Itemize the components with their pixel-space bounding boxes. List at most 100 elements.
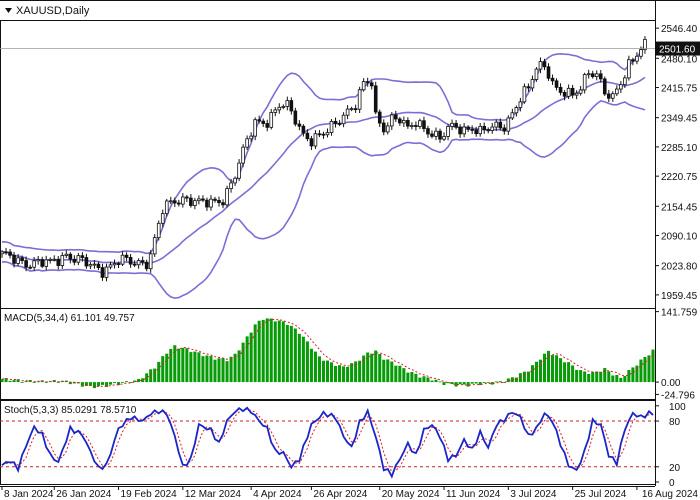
macd-bar — [406, 372, 410, 383]
candle-body — [450, 122, 454, 127]
candle-body — [438, 130, 442, 140]
macd-bar — [305, 341, 309, 383]
candle-body — [385, 125, 390, 133]
macd-bar — [426, 377, 430, 383]
candle-body — [470, 128, 474, 131]
candle-body — [269, 112, 274, 128]
macd-bar — [526, 371, 530, 383]
macd-bar — [4, 378, 8, 383]
macd-bar — [450, 382, 454, 384]
candle-body — [434, 130, 438, 137]
candle-body — [514, 107, 519, 114]
macd-bar — [599, 371, 603, 383]
candle-body — [510, 112, 515, 119]
candle-body — [68, 253, 73, 260]
candle-body — [631, 59, 635, 62]
candle-body — [353, 108, 358, 111]
macd-bar — [522, 371, 526, 383]
macd-bar — [434, 379, 438, 383]
candle-body — [148, 253, 153, 270]
macd-bar — [197, 352, 201, 383]
macd-bar — [498, 381, 502, 383]
macd-bar — [301, 336, 305, 383]
candle-body — [152, 237, 157, 255]
time-tick-label: 25 Jul 2024 — [575, 489, 627, 500]
candle-body — [333, 120, 338, 124]
candle-body — [108, 264, 113, 268]
macd-bar — [514, 377, 518, 383]
candle-body — [197, 198, 201, 202]
candle-body — [24, 260, 28, 268]
macd-bar — [334, 366, 338, 383]
macd-bar — [104, 382, 109, 387]
price-tick-label: 2546.40 — [661, 24, 698, 35]
macd-bar — [486, 382, 490, 383]
candle-body — [181, 196, 185, 205]
macd-bar — [555, 355, 559, 383]
time-tick-label: 26 Jan 2024 — [56, 489, 111, 500]
axes: 2546.40 2480.10 2415.75 2349.45 2285.10 2220.… — [0, 24, 698, 500]
bollinger-lower — [2, 100, 646, 299]
candle-body — [623, 77, 627, 86]
time-tick-label: 12 Mar 2024 — [185, 489, 242, 500]
candle-body — [373, 85, 378, 113]
macd-bar — [607, 371, 611, 383]
candle-body — [301, 125, 306, 134]
macd-bar — [285, 324, 289, 383]
candle-body — [313, 133, 318, 147]
time-tick-label: 16 Aug 2024 — [642, 489, 699, 500]
candle-body — [586, 73, 591, 76]
macd-bar — [221, 358, 225, 383]
macd-bar — [229, 356, 233, 383]
macd-bar — [165, 353, 169, 383]
candle-body — [570, 87, 575, 96]
candle-body — [619, 84, 623, 90]
candle-body — [474, 129, 478, 135]
macd-bar — [193, 351, 197, 383]
candle-body — [530, 79, 535, 89]
time-tick-label: 8 Jan 2024 — [4, 489, 54, 500]
macd-bar — [603, 368, 607, 383]
macd-bar — [161, 356, 165, 383]
macd-bar — [329, 362, 334, 383]
candle-body — [574, 92, 579, 96]
macd-bar — [68, 382, 72, 385]
candle-body — [277, 106, 282, 111]
macd-bar — [627, 370, 631, 383]
candle-body — [562, 92, 567, 97]
candle-body — [56, 258, 61, 266]
candle-body — [237, 162, 241, 179]
macd-bar — [213, 359, 217, 383]
macd-bar — [241, 342, 245, 383]
candle-body — [377, 111, 382, 124]
candle-body — [112, 263, 117, 266]
macd-bar — [378, 354, 382, 383]
candle-body — [478, 125, 483, 135]
macd-bar — [619, 377, 623, 383]
candle-body — [361, 81, 366, 91]
candle-body — [128, 257, 133, 265]
candle-body — [381, 122, 386, 133]
candle-body — [201, 198, 205, 201]
macd-bar — [623, 376, 627, 383]
candle-body — [615, 88, 619, 95]
candle-body — [12, 254, 16, 264]
candle-body — [502, 127, 507, 132]
macd-bar — [374, 350, 378, 383]
macd-bar — [579, 370, 583, 383]
dropdown-triangle-icon[interactable] — [5, 8, 12, 13]
candle-body — [257, 119, 261, 122]
macd-bar — [281, 321, 285, 383]
macd-bar — [92, 382, 96, 389]
candle-body — [426, 128, 430, 135]
candle-body — [365, 81, 370, 84]
macd-bar — [24, 381, 28, 383]
price-tick-label: 2154.45 — [661, 202, 698, 213]
macd-bar — [458, 382, 462, 385]
macd-tick-label: 141.759 — [661, 308, 698, 319]
macd-bar — [289, 325, 293, 383]
candle-body — [185, 196, 189, 199]
price-marker-text: 2501.60 — [659, 45, 696, 56]
candle-body — [482, 125, 487, 131]
